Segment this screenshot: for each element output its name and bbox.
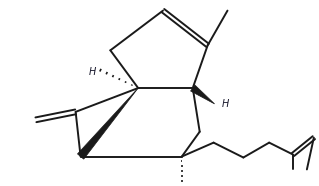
Text: H: H bbox=[221, 99, 229, 109]
Text: H: H bbox=[89, 67, 96, 77]
Polygon shape bbox=[78, 88, 138, 159]
Polygon shape bbox=[190, 85, 215, 104]
